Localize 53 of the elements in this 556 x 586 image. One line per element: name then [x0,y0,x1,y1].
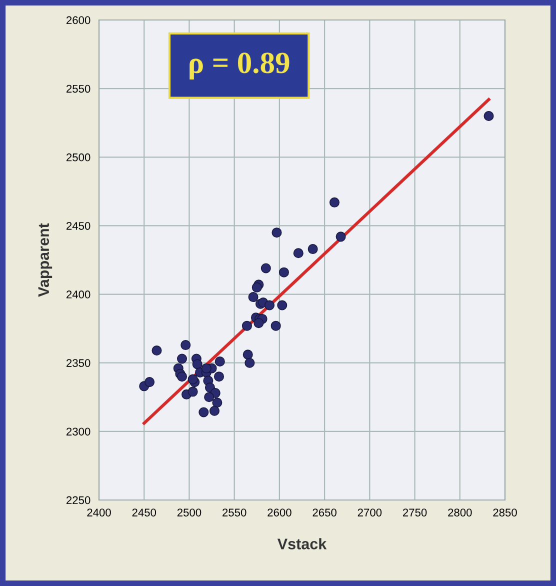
point [248,292,258,302]
point [254,318,264,328]
y-tick-label: 2350 [66,359,90,367]
point [188,386,198,397]
point [260,263,271,274]
point [198,407,209,418]
point [188,374,198,384]
y-tick-label: 2500 [66,153,90,162]
point [293,248,304,258]
x-tick-label: 2600 [268,508,292,516]
point [152,346,162,356]
x-tick-label: 2750 [402,508,427,516]
x-tick-label: 2800 [448,508,472,516]
y-axis-title: Vapparent [38,223,52,297]
y-tick-label: 2250 [66,496,90,504]
annotation: ρ = 0.89 [190,52,290,80]
point [242,350,253,360]
point [329,197,340,208]
x-tick-label: 2500 [177,508,202,516]
point [484,110,494,122]
point [252,282,262,292]
y-tick-label: 2600 [66,16,90,24]
y-tick-label: 2450 [66,222,90,230]
y-tick-label: 2300 [66,428,90,436]
x-tick-label: 2450 [132,508,156,516]
point [242,320,252,331]
x-tick-label: 2650 [312,508,336,516]
point [308,244,318,254]
point [214,356,225,366]
point [270,320,281,331]
x-axis-title: Vstack [277,538,327,550]
point [277,300,288,310]
y-tick-label: 2400 [66,290,90,298]
point [192,359,202,370]
point [176,354,188,364]
x-tick-label: 2550 [222,508,246,516]
point [212,398,222,408]
point [204,392,214,402]
point [278,267,289,278]
point [176,372,188,382]
point [336,232,346,242]
x-tick-label: 2700 [358,508,382,516]
point [264,300,275,310]
point [201,363,212,374]
x-tick-label: 2400 [87,508,111,516]
point [144,377,155,388]
point [272,228,282,238]
x-tick-label: 2850 [493,508,517,516]
y-tick-label: 2550 [66,84,90,93]
point [180,340,191,350]
point [244,358,255,368]
point [209,406,220,416]
point [214,372,224,382]
